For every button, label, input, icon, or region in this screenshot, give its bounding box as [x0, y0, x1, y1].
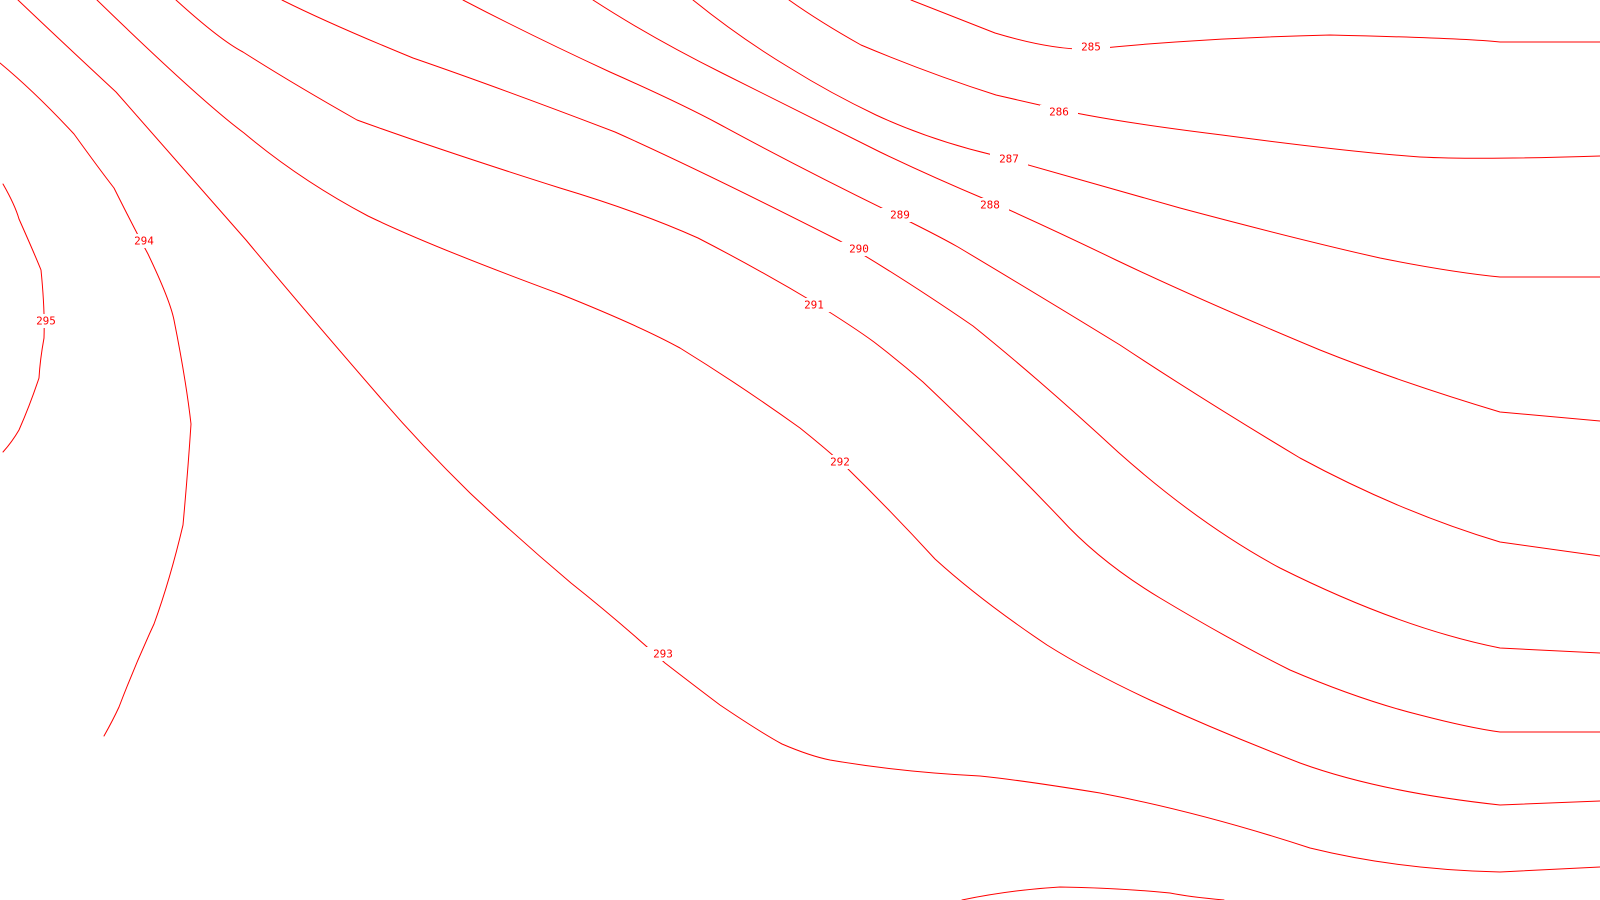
contour-label-text: 292: [830, 456, 850, 469]
contour-label-text: 295: [36, 315, 56, 328]
contour-label-286: 286: [1040, 105, 1078, 119]
contour-label-text: 287: [999, 153, 1019, 166]
contour-label-293: 293: [644, 647, 682, 661]
contour-label-290: 290: [840, 242, 878, 256]
contour-label-291: 291: [795, 298, 833, 312]
contour-label-294: 294: [125, 234, 163, 248]
contour-label-text: 288: [980, 199, 1000, 212]
contour-line-285: [910, 0, 1600, 50]
contour-line-291: [175, 0, 1600, 733]
contour-labels: 285 286 287 288 289 290: [27, 40, 1110, 661]
contour-label-295: 295: [27, 314, 65, 328]
contour-line-288: [592, 0, 1600, 422]
contour-label-288: 288: [971, 198, 1009, 212]
contour-label-text: 290: [849, 243, 869, 256]
contour-label-287: 287: [990, 152, 1028, 166]
contour-label-text: 286: [1049, 106, 1069, 119]
contour-line-unlabeled: [961, 886, 1225, 900]
contour-label-285: 285: [1072, 40, 1110, 54]
contour-line-286: [788, 0, 1600, 159]
contour-line-289: [462, 0, 1600, 557]
contour-line-292: [96, 0, 1600, 806]
contour-line-290: [281, 0, 1600, 654]
contour-label-text: 293: [653, 648, 673, 661]
contour-line-293: [17, 0, 1600, 873]
contour-label-text: 285: [1081, 41, 1101, 54]
contour-label-292: 292: [821, 455, 859, 469]
contour-label-text: 291: [804, 299, 824, 312]
contour-label-text: 294: [134, 235, 154, 248]
contour-line-295: [2, 183, 45, 453]
contour-line-287: [692, 0, 1600, 278]
contour-line-294: [0, 62, 192, 737]
contour-label-text: 289: [890, 209, 910, 222]
contour-label-289: 289: [881, 208, 919, 222]
